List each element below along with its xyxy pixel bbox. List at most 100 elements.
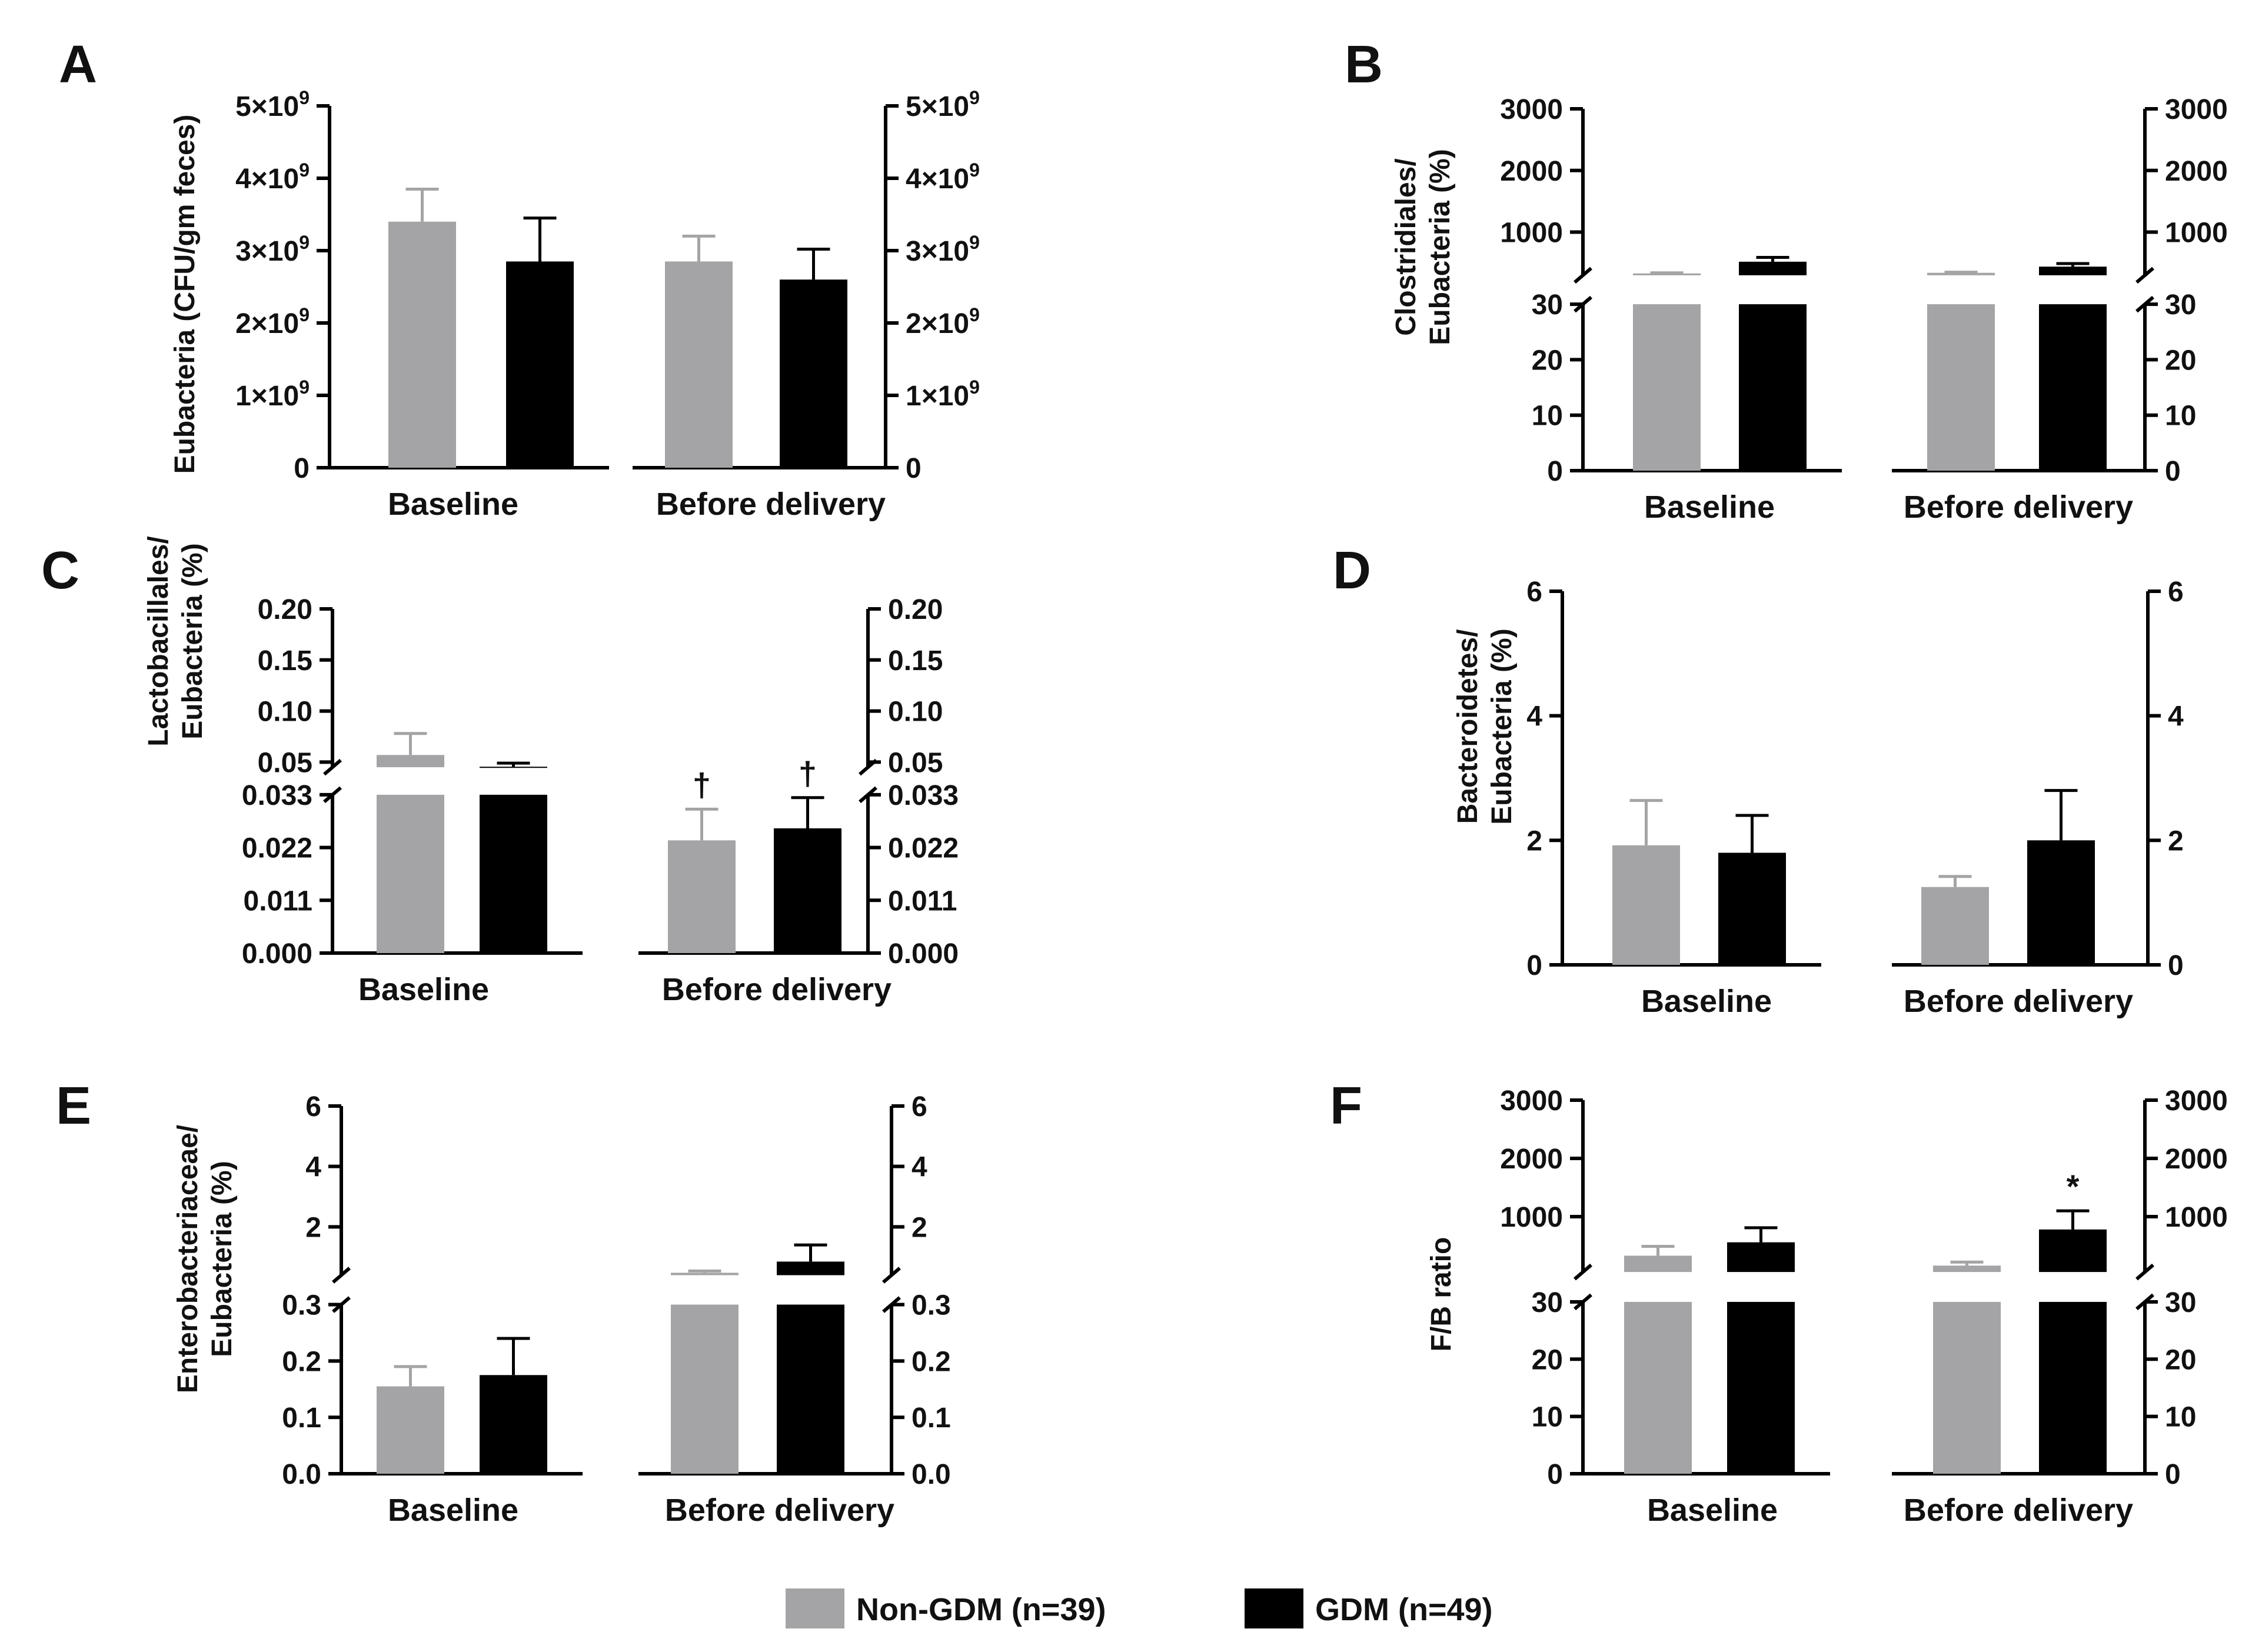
- y-axis-title-d: Bacteroidetes/Eubacteria (%): [1452, 628, 1518, 824]
- tick-label-left-a-1: 1×109: [235, 377, 310, 412]
- tick-label-right-c-0: 0.000: [888, 938, 959, 970]
- tick-label-left-f-0: 0: [1547, 1459, 1563, 1490]
- panel-letter-f: F: [1330, 1077, 1362, 1135]
- tick-label-left-c-5: 0.10: [258, 697, 312, 728]
- x-label-c-1: Before delivery: [662, 972, 892, 1007]
- tick-label-left-f-3: 30: [1532, 1287, 1563, 1318]
- tick-label-left-b-4: 1000: [1500, 218, 1563, 249]
- tick-label-right-d-1: 2: [2168, 825, 2184, 857]
- x-label-b-1: Before delivery: [1904, 489, 2133, 525]
- legend-swatch-gdm: [1245, 1588, 1303, 1628]
- panel-letter-d: D: [1333, 541, 1371, 600]
- bar-b-s0-c0: [1633, 273, 1701, 275]
- tick-label-right-e-1: 0.1: [912, 1403, 951, 1434]
- x-label-e-1: Before delivery: [665, 1493, 894, 1528]
- bar-b-s1-c0-lower: [1739, 304, 1807, 471]
- tick-label-left-b-0: 0: [1547, 456, 1563, 487]
- tick-label-left-c-2: 0.022: [242, 833, 312, 864]
- panel-letter-b: B: [1345, 35, 1383, 94]
- tick-label-left-b-1: 10: [1532, 401, 1563, 432]
- panel-d: D Bacteroidetes/Eubacteria (%) 0 0 2 2 4 4 6 6 Bas…: [1333, 541, 2184, 1019]
- significance-mark-c-1: †: [799, 755, 817, 792]
- panel-letter-c: C: [41, 541, 79, 600]
- bar-e-s1-c0: [480, 1375, 547, 1474]
- bar-c-s0-c0: [377, 755, 444, 768]
- x-label-e-0: Baseline: [388, 1493, 518, 1528]
- x-label-f-0: Baseline: [1647, 1493, 1778, 1528]
- x-label-a-1: Before delivery: [656, 487, 886, 522]
- tick-label-right-b-2: 20: [2165, 345, 2196, 376]
- tick-label-left-d-3: 6: [1526, 577, 1542, 608]
- x-label-f-1: Before delivery: [1904, 1493, 2133, 1528]
- bar-b-s1-c1-lower: [2039, 304, 2107, 471]
- bar-d-s0-c0: [1612, 845, 1680, 965]
- bar-c-s0-c0-lower: [377, 794, 444, 953]
- tick-label-right-e-0: 0.0: [912, 1459, 951, 1490]
- bar-a-s0-c1: [665, 261, 733, 468]
- bar-e-s1-c1: [777, 1261, 844, 1275]
- tick-label-right-b-0: 0: [2165, 456, 2181, 487]
- bar-f-s0-c1-lower: [1933, 1301, 2001, 1474]
- bar-c-s1-c0-lower: [480, 794, 547, 953]
- legend-label-gdm: GDM (n=49): [1315, 1592, 1493, 1627]
- tick-label-right-a-3: 3×109: [906, 232, 980, 267]
- axis-break-right-upper-f: [2135, 1263, 2154, 1281]
- tick-label-left-b-5: 2000: [1500, 156, 1563, 187]
- tick-label-right-c-2: 0.022: [888, 833, 959, 864]
- tick-label-right-f-3: 30: [2165, 1287, 2196, 1318]
- tick-label-right-a-1: 1×109: [906, 377, 980, 412]
- tick-label-left-b-6: 3000: [1500, 94, 1563, 125]
- tick-label-right-a-2: 2×109: [906, 304, 980, 339]
- y-axis-title-f: F/B ratio: [1426, 1237, 1457, 1352]
- tick-label-right-e-5: 4: [912, 1152, 927, 1183]
- x-label-d-1: Before delivery: [1904, 984, 2133, 1019]
- tick-label-left-c-6: 0.15: [258, 645, 312, 677]
- bar-b-s0-c1: [1927, 272, 1995, 275]
- tick-label-right-f-1: 10: [2165, 1402, 2196, 1433]
- tick-label-left-b-2: 20: [1532, 345, 1563, 376]
- tick-label-right-f-0: 0: [2165, 1459, 2181, 1490]
- panel-f: F F/B ratio 0 0 10 10 20 20 30 30 1000 1000 2000 2000…: [1330, 1077, 2228, 1528]
- legend-swatch-non-gdm: [786, 1588, 844, 1628]
- bar-f-s0-c0-lower: [1624, 1301, 1692, 1474]
- tick-label-right-c-4: 0.05: [888, 747, 943, 778]
- tick-label-right-c-3: 0.033: [888, 780, 959, 811]
- x-label-b-0: Baseline: [1644, 489, 1775, 525]
- tick-label-left-e-2: 0.2: [282, 1346, 321, 1377]
- tick-label-right-f-2: 20: [2165, 1344, 2196, 1375]
- bar-e-s0-c0: [377, 1386, 444, 1474]
- axis-break-left-upper-e: [332, 1267, 351, 1284]
- tick-label-right-c-6: 0.15: [888, 645, 943, 677]
- tick-label-right-e-3: 0.3: [912, 1290, 951, 1321]
- bar-f-s1-c0-lower: [1727, 1301, 1795, 1474]
- tick-label-left-d-2: 4: [1526, 701, 1542, 732]
- tick-label-right-d-2: 4: [2168, 701, 2184, 732]
- legend: Non-GDM (n=39) GDM (n=49): [786, 1588, 1493, 1628]
- significance-mark-f-0: *: [2067, 1168, 2080, 1205]
- x-label-d-0: Baseline: [1641, 984, 1772, 1019]
- tick-label-left-c-4: 0.05: [258, 747, 312, 778]
- bar-c-s0-c1: [668, 840, 736, 953]
- bar-c-s1-c1: [774, 828, 841, 953]
- y-axis-title-b: Clostridiales/Eubacteria (%): [1391, 149, 1456, 345]
- tick-label-left-c-3: 0.033: [242, 780, 312, 811]
- bar-f-s1-c1-lower: [2039, 1301, 2107, 1474]
- tick-label-right-f-6: 3000: [2165, 1085, 2228, 1117]
- tick-label-right-d-3: 6: [2168, 577, 2184, 608]
- tick-label-left-e-3: 0.3: [282, 1290, 321, 1321]
- bar-d-s1-c0: [1718, 852, 1786, 965]
- bar-e-s0-c1-lower: [671, 1304, 739, 1474]
- tick-label-right-c-7: 0.20: [888, 594, 943, 625]
- bar-a-s1-c0: [506, 261, 574, 468]
- bar-f-s1-c1: [2039, 1229, 2107, 1273]
- bar-e-s1-c1-lower: [777, 1304, 844, 1474]
- tick-label-right-d-0: 0: [2168, 950, 2184, 981]
- bar-e-s0-c1: [671, 1273, 739, 1275]
- bar-b-s0-c0-lower: [1633, 304, 1701, 471]
- tick-label-left-e-0: 0.0: [282, 1459, 321, 1490]
- tick-label-left-f-1: 10: [1532, 1402, 1563, 1433]
- significance-mark-c-0: †: [693, 766, 711, 803]
- panel-e: E Enterobacteriaceae/Eubacteria (%) 0.0 0.0…: [56, 1077, 951, 1528]
- bar-b-s1-c0: [1739, 261, 1807, 275]
